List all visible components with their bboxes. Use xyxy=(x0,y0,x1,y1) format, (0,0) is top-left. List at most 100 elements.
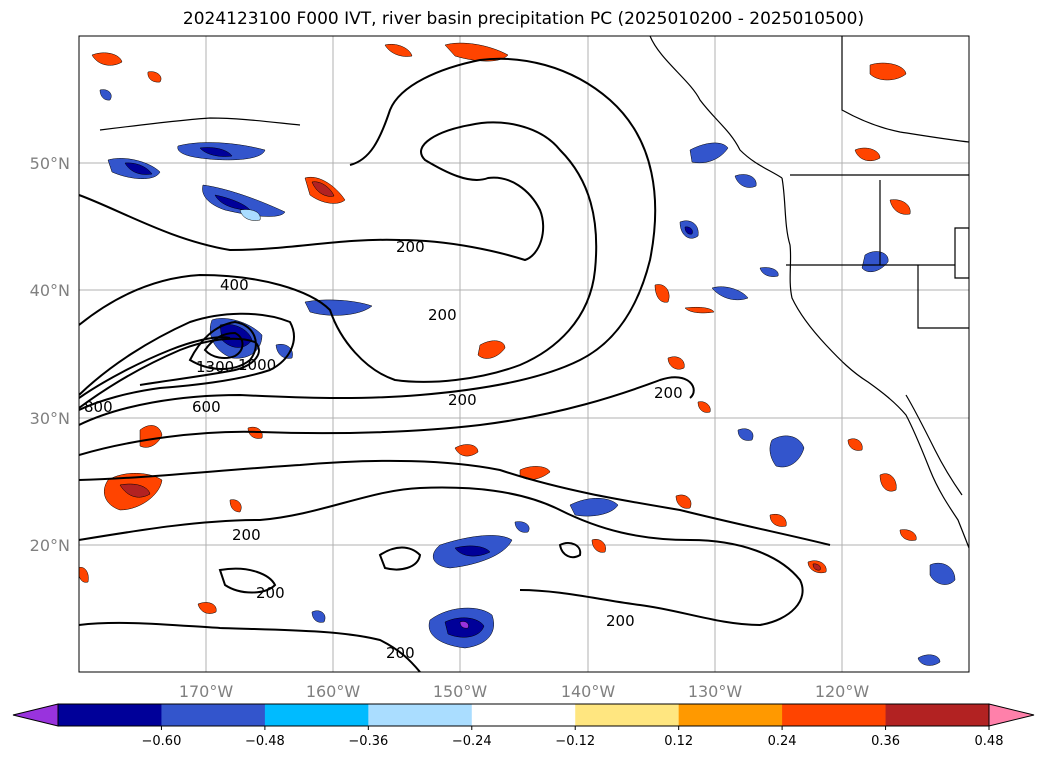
coastlines xyxy=(99,36,969,549)
colorbar-segment xyxy=(161,704,266,726)
precip-blob xyxy=(477,340,506,359)
colorbar-segment xyxy=(471,704,576,726)
contour-label: 600 xyxy=(192,398,221,416)
longitude-labels: 170°W 160°W 150°W 140°W 130°W 120°W xyxy=(179,682,870,701)
colorbar-segment xyxy=(58,704,162,726)
precip-blob xyxy=(854,147,881,161)
precip-blob xyxy=(119,483,151,498)
map-background xyxy=(79,36,969,672)
contour-label: 200 xyxy=(232,526,261,544)
colorbar-extend-high xyxy=(988,703,1035,727)
precip-blob xyxy=(229,499,242,513)
colorbar-extend-low xyxy=(12,703,59,727)
lat-label: 40°N xyxy=(30,281,70,300)
us-west-coast xyxy=(781,177,969,549)
precip-blob xyxy=(199,147,233,157)
precip-blob xyxy=(737,428,754,441)
aleutian-islands xyxy=(99,117,301,131)
lat-label: 20°N xyxy=(30,536,70,555)
lat-label: 30°N xyxy=(30,409,70,428)
contour-label: 1300 xyxy=(196,358,234,376)
precip-blob xyxy=(697,401,711,413)
precip-blob xyxy=(769,435,805,468)
map-panel: 200 200 200 200 200 200 200 200 400 600 … xyxy=(79,36,969,672)
lat-label: 50°N xyxy=(30,154,70,173)
colorbar-tick-label: −0.60 xyxy=(142,734,182,749)
precip-blob xyxy=(689,142,729,164)
precip-blob xyxy=(99,89,112,101)
precip-blob xyxy=(454,545,491,557)
precip-blob xyxy=(769,514,787,527)
ivt-contours xyxy=(79,57,831,672)
latitude-labels: 50°N 40°N 30°N 20°N xyxy=(30,154,70,555)
colorbar-segment xyxy=(264,704,369,726)
precip-blob xyxy=(202,184,286,217)
ivt-contour-400 xyxy=(79,312,295,411)
lon-label: 150°W xyxy=(433,682,488,701)
precip-blob xyxy=(869,62,907,81)
colorbar-tick-label: −0.12 xyxy=(555,734,595,749)
precip-blob xyxy=(654,284,670,303)
contour-label: 200 xyxy=(396,238,425,256)
ivt-contour-200-tropics xyxy=(79,459,831,546)
precip-blob xyxy=(569,498,619,517)
precip-blob xyxy=(139,425,163,448)
precip-blob xyxy=(459,621,469,629)
precip-blob xyxy=(734,174,757,188)
positive-precip-shading xyxy=(79,42,917,614)
precip-blob xyxy=(684,306,715,314)
precip-blob xyxy=(917,654,941,666)
precip-blob xyxy=(889,199,911,215)
lon-label: 170°W xyxy=(179,682,234,701)
ivt-contour-200-deep-tropics xyxy=(79,486,804,627)
colorbar-segment xyxy=(368,704,473,726)
ivt-contour-200-small xyxy=(218,567,277,594)
ivt-contour-800 xyxy=(79,336,231,399)
contour-label: 200 xyxy=(386,644,415,662)
precip-blob xyxy=(444,42,509,62)
lon-label: 160°W xyxy=(306,682,361,701)
precip-blob xyxy=(239,209,261,221)
precip-blob xyxy=(91,52,123,66)
precip-blob xyxy=(124,162,153,175)
colorbar-tick-label: −0.48 xyxy=(245,734,285,749)
colorbar-tick-label: 0.36 xyxy=(871,734,900,749)
precip-blob xyxy=(514,521,530,533)
colorbar-tick-label: 0.12 xyxy=(664,734,693,749)
state-border-nv xyxy=(917,265,969,329)
ivt-contour-1300 xyxy=(203,331,244,359)
precip-blob xyxy=(667,356,685,370)
contour-label: 200 xyxy=(654,384,683,402)
precip-blob xyxy=(147,71,162,83)
contour-label: 400 xyxy=(220,276,249,294)
lon-label: 140°W xyxy=(561,682,616,701)
precip-blob xyxy=(759,267,779,277)
contour-labels: 200 200 200 200 200 200 200 200 400 600 … xyxy=(84,238,683,662)
contour-label: 800 xyxy=(84,398,113,416)
contour-label: 200 xyxy=(448,391,477,409)
ivt-contour-1000 xyxy=(188,320,257,370)
precip-blob xyxy=(899,529,917,541)
colorbar-segment xyxy=(678,704,783,726)
negative-precip-shading xyxy=(99,89,956,666)
colorbar-segment xyxy=(885,704,990,726)
precip-blob xyxy=(929,562,956,585)
precip-blob xyxy=(675,494,692,509)
ivt-contour-200-outer xyxy=(79,57,657,426)
precip-blob xyxy=(711,286,749,301)
ivt-contour-200-island xyxy=(378,546,422,571)
map-frame xyxy=(78,35,970,673)
colorbar-tick-label: 0.48 xyxy=(975,734,1004,749)
precip-blob xyxy=(812,563,821,571)
precip-blob xyxy=(454,444,479,457)
colorbar-tick-label: −0.36 xyxy=(348,734,388,749)
contour-label: 200 xyxy=(606,612,635,630)
ivt-contour-200-bottom xyxy=(79,621,421,672)
precip-blob xyxy=(591,539,606,553)
map-title: 2024123100 F000 IVT, river basin precipi… xyxy=(182,9,865,29)
contour-label: 1000 xyxy=(238,356,276,374)
contour-label: 200 xyxy=(428,306,457,324)
precip-blob xyxy=(384,44,413,57)
colorbar-segment xyxy=(782,704,887,726)
precip-blob xyxy=(879,473,897,492)
